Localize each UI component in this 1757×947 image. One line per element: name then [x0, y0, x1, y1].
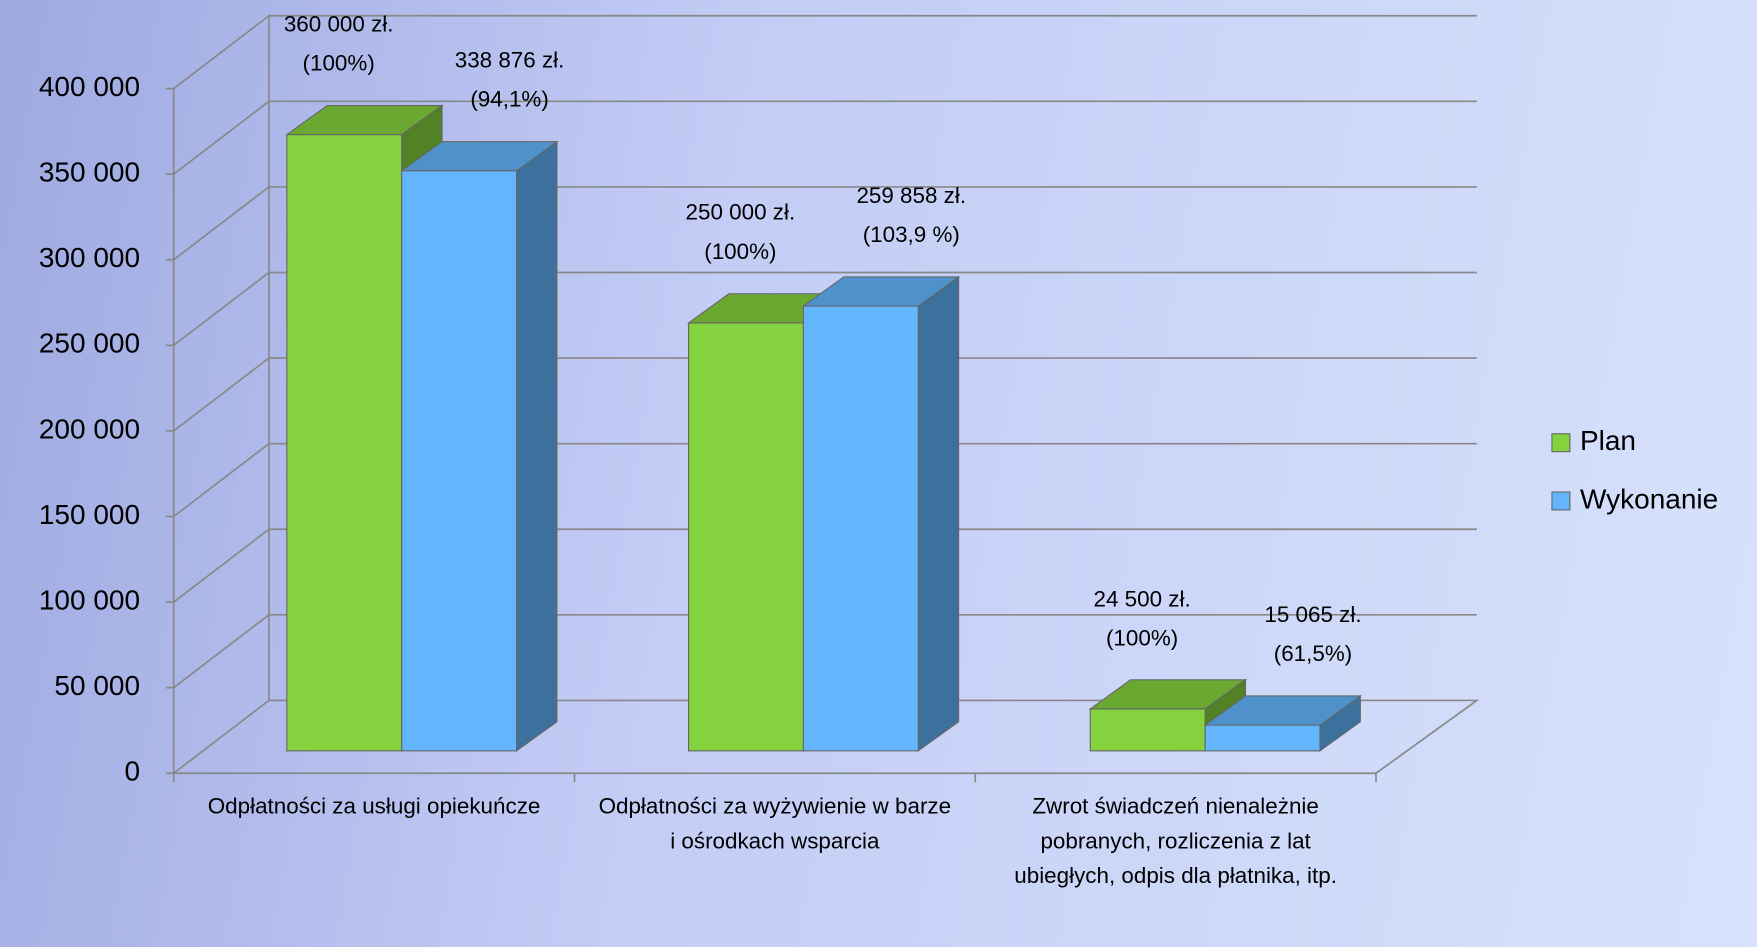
grid-line [173, 100, 270, 175]
data-label-box: 15 065 zł. (61,5%) [1264, 602, 1362, 667]
grid-line [173, 15, 270, 90]
y-tick-label: 250 000 [39, 328, 140, 359]
grid-line [173, 357, 270, 432]
data-label: 338 876 zł. (94,1%) [454, 48, 565, 113]
x-tick-label-box: Zwrot świadczeń nienależnie pobranych, r… [1014, 794, 1337, 889]
bar-front [688, 322, 804, 752]
data-label: 24 500 zł. (100%) [1093, 586, 1191, 651]
grid-line [173, 442, 270, 518]
data-label-box: 250 000 zł. (100%) [685, 200, 796, 265]
y-tick-label: 400 000 [39, 71, 140, 102]
data-label: 15 065 zł. (61,5%) [1264, 602, 1362, 667]
x-tick-label: Odpłatności za wyżywienie w barze i ośro… [598, 794, 952, 854]
data-label-box: 338 876 zł. (94,1%) [454, 48, 565, 113]
legend-label: Wykonanie [1580, 483, 1718, 514]
grid-line [173, 614, 270, 689]
data-label-box: 360 000 zł. (100%) [283, 12, 394, 77]
x-tick-label-box: Odpłatności za wyżywienie w barze i ośro… [598, 794, 952, 854]
y-tick-label: 50 000 [54, 670, 140, 701]
y-tick-label: 350 000 [39, 157, 140, 188]
bar [399, 140, 559, 752]
y-tick-label: 0 [124, 756, 140, 787]
grid-line [173, 271, 270, 347]
data-label-box: 24 500 zł. (100%) [1093, 586, 1191, 651]
bar-front [1204, 724, 1321, 752]
legend-swatch [1551, 491, 1571, 511]
x-tick-label: Zwrot świadczeń nienależnie pobranych, r… [1014, 794, 1337, 889]
x-tick-label-box: Odpłatności za usługi opiekuńcze [207, 794, 541, 820]
bar-front [401, 170, 518, 752]
bar-front [286, 134, 403, 752]
data-label: 259 858 zł. (103,9 %) [856, 183, 967, 248]
y-tick-label: 100 000 [39, 584, 140, 615]
data-label-box: 259 858 zł. (103,9 %) [856, 183, 967, 248]
x-tick-label: Odpłatności za usługi opiekuńcze [207, 794, 541, 820]
data-label: 360 000 zł. (100%) [283, 12, 394, 77]
bar [801, 275, 961, 752]
bar-side [516, 140, 558, 752]
y-tick-label: 150 000 [39, 499, 140, 530]
legend-label: Plan [1580, 425, 1636, 456]
bar [1203, 694, 1363, 752]
legend-swatch [1551, 433, 1571, 453]
data-label: 250 000 zł. (100%) [685, 200, 796, 265]
grid-line [173, 528, 270, 603]
y-tick-label: 300 000 [39, 242, 140, 273]
y-tick-label: 200 000 [39, 413, 140, 444]
bar-front [1089, 708, 1206, 752]
grid-line [173, 186, 270, 261]
bar-front [802, 305, 919, 752]
bar-side [917, 275, 960, 752]
